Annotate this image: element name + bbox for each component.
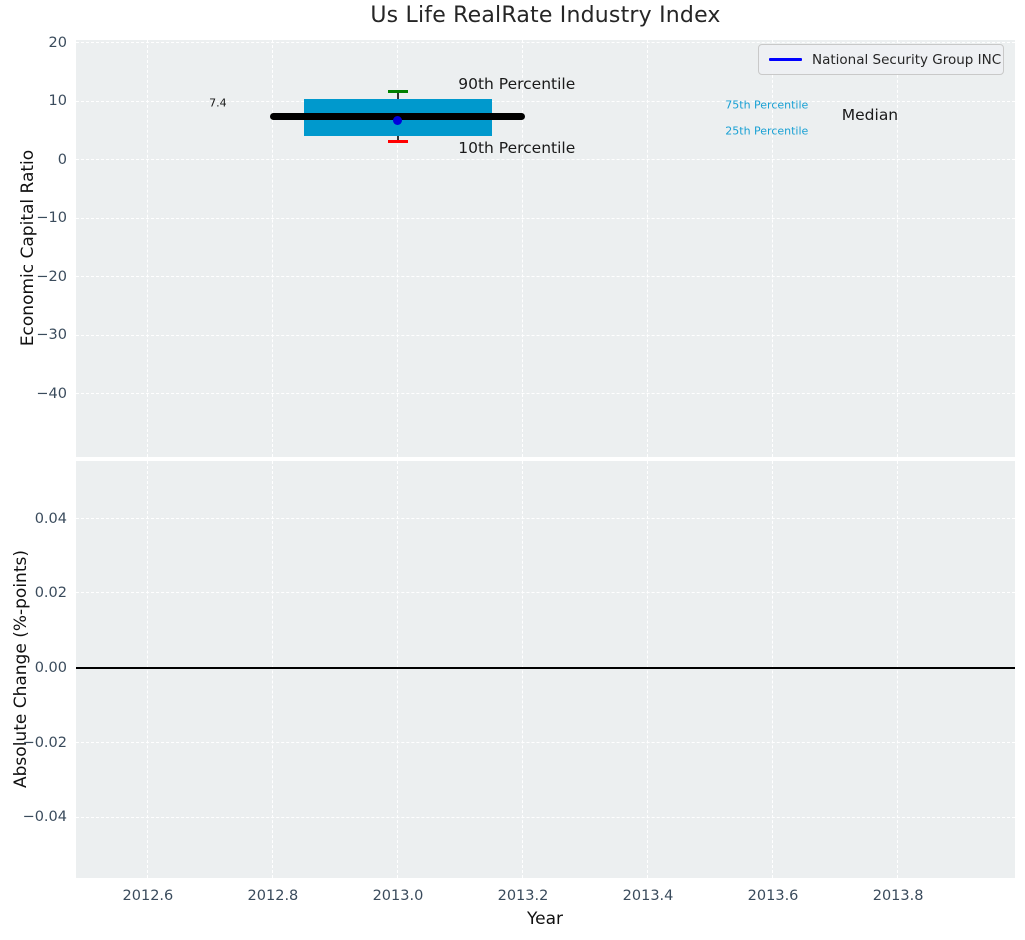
x-tick-label: 2013.0 <box>372 888 424 904</box>
x-tick-label: 2013.4 <box>622 888 674 904</box>
gridline-horizontal <box>76 816 1015 818</box>
gridline-vertical <box>522 40 524 457</box>
annotation-90th-percentile: 90th Percentile <box>458 74 576 93</box>
gridline-horizontal <box>76 100 1015 102</box>
gridline-vertical <box>897 40 899 457</box>
gridline-vertical <box>397 40 399 457</box>
x-tick-label: 2013.8 <box>872 888 924 904</box>
gridline-horizontal <box>76 741 1015 743</box>
gridline-horizontal <box>76 217 1015 219</box>
gridline-vertical <box>647 461 649 878</box>
bottom-plot-area <box>76 461 1015 878</box>
y-tick-label: 0 <box>57 151 67 168</box>
y-tick-label: −0.02 <box>22 734 67 751</box>
gridline-horizontal <box>76 592 1015 594</box>
legend: National Security Group INC <box>758 44 1004 75</box>
gridline-horizontal <box>76 393 1015 395</box>
y-tick-label: 0.00 <box>34 660 67 676</box>
gridline-horizontal <box>76 517 1015 519</box>
annotation-25th-percentile: 25th Percentile <box>725 124 809 138</box>
y-tick-label: −0.04 <box>22 809 67 826</box>
whisker-cap-10th-percentile <box>387 140 408 144</box>
annotation-10th-percentile: 10th Percentile <box>458 139 576 158</box>
gridline-vertical <box>647 40 649 457</box>
y-tick-label: −40 <box>36 385 67 402</box>
legend-label: National Security Group INC <box>812 51 1002 68</box>
y-tick-label: −20 <box>36 268 67 285</box>
x-tick-label: 2013.6 <box>747 888 799 904</box>
gridline-vertical <box>147 461 149 878</box>
annotation-median: Median <box>841 105 899 124</box>
gridline-vertical <box>272 40 274 457</box>
gridline-vertical <box>147 40 149 457</box>
gridline-horizontal <box>76 276 1015 278</box>
y-tick-label: 10 <box>48 93 67 110</box>
zero-line <box>76 666 1015 670</box>
gridline-vertical <box>272 461 274 878</box>
gridline-vertical <box>772 461 774 878</box>
gridline-horizontal <box>76 159 1015 161</box>
top-plot-area <box>76 40 1015 457</box>
y-tick-label: 0.04 <box>34 510 67 527</box>
legend-line-swatch <box>769 58 802 61</box>
gridline-vertical <box>897 461 899 878</box>
y-tick-label: 0.02 <box>34 585 67 602</box>
gridline-horizontal <box>76 334 1015 336</box>
whisker-cap-90th-percentile <box>387 89 408 93</box>
gridline-vertical <box>522 461 524 878</box>
chart-title: Us Life RealRate Industry Index <box>370 3 721 28</box>
x-tick-label: 2013.2 <box>497 888 549 904</box>
gridline-vertical <box>397 461 399 878</box>
gridline-vertical <box>772 40 774 457</box>
x-tick-label: 2012.8 <box>247 888 299 904</box>
x-axis-label-year: Year <box>527 909 563 929</box>
company-marker-dot <box>393 115 403 125</box>
y-tick-label: 20 <box>48 34 67 51</box>
x-tick-label: 2012.6 <box>122 888 174 904</box>
annotation-75th-percentile: 75th Percentile <box>725 98 809 112</box>
y-axis-label-economic-capital-ratio: Economic Capital Ratio <box>18 149 38 347</box>
y-tick-label: −10 <box>36 210 67 227</box>
annotation-7-4: 7.4 <box>209 96 227 110</box>
y-tick-label: −30 <box>36 327 67 344</box>
gridline-horizontal <box>76 42 1015 44</box>
